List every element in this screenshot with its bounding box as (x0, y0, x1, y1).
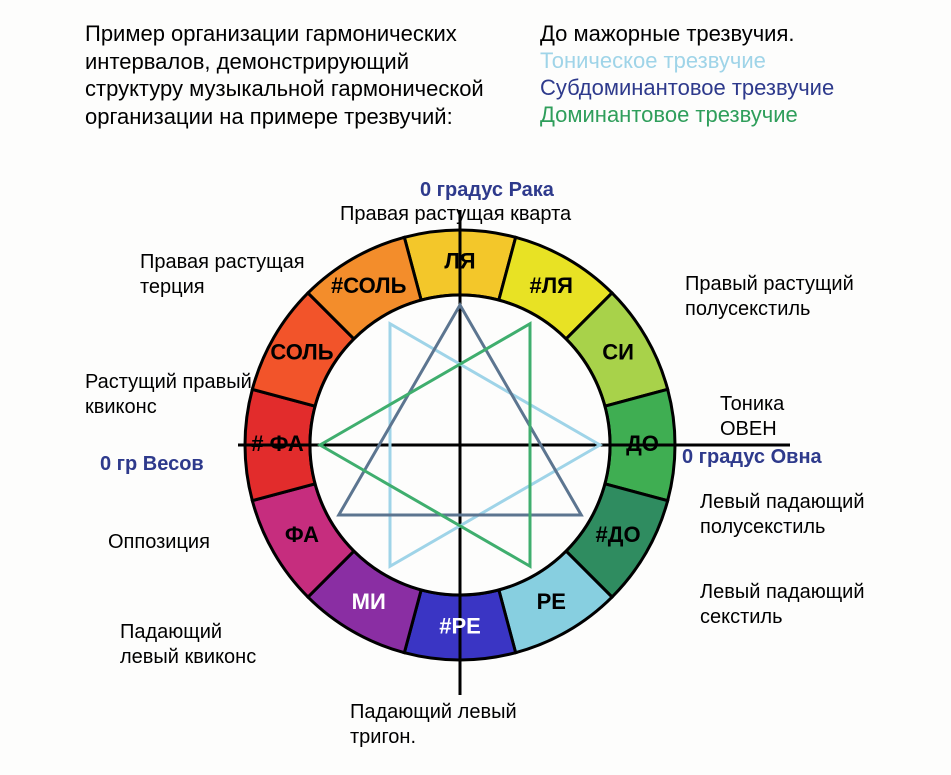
note-label-#ЛЯ: #ЛЯ (530, 273, 573, 298)
annotation-rak: 0 градус Рака (420, 178, 554, 203)
note-label-МИ: МИ (352, 589, 386, 614)
annotation-terts: Правая растущая терция (140, 250, 305, 300)
note-label-ЛЯ: ЛЯ (444, 248, 475, 273)
note-label-СИ: СИ (602, 340, 634, 365)
annotation-polu_r: Правый растущий полусекстиль (685, 272, 854, 322)
annotation-tonika: Тоника ОВЕН (720, 392, 784, 442)
note-label-# ФА: # ФА (251, 431, 304, 456)
annotation-opp: Оппозиция (108, 530, 210, 555)
note-label-РЕ: РЕ (537, 589, 566, 614)
annotation-polu_l: Левый падающий полусекстиль (700, 490, 865, 540)
annotation-kvi_l: Падающий левый квиконс (120, 620, 256, 670)
annotation-oven: 0 градус Овна (682, 445, 822, 470)
annotation-trigon: Падающий левый тригон. (350, 700, 517, 750)
note-label-#РЕ: #РЕ (439, 613, 481, 638)
note-label-ФА: ФА (285, 522, 319, 547)
note-label-ДО: ДО (626, 431, 659, 456)
annotation-kvi_r: Растущий правый квиконс (85, 370, 252, 420)
note-label-СОЛЬ: СОЛЬ (270, 340, 333, 365)
note-label-#ДО: #ДО (596, 522, 641, 547)
annotation-sekst: Левый падающий секстиль (700, 580, 865, 630)
annotation-vesy: 0 гр Весов (100, 452, 204, 477)
annotation-rak2: Правая растущая кварта (340, 202, 571, 227)
note-label-#СОЛЬ: #СОЛЬ (331, 273, 407, 298)
